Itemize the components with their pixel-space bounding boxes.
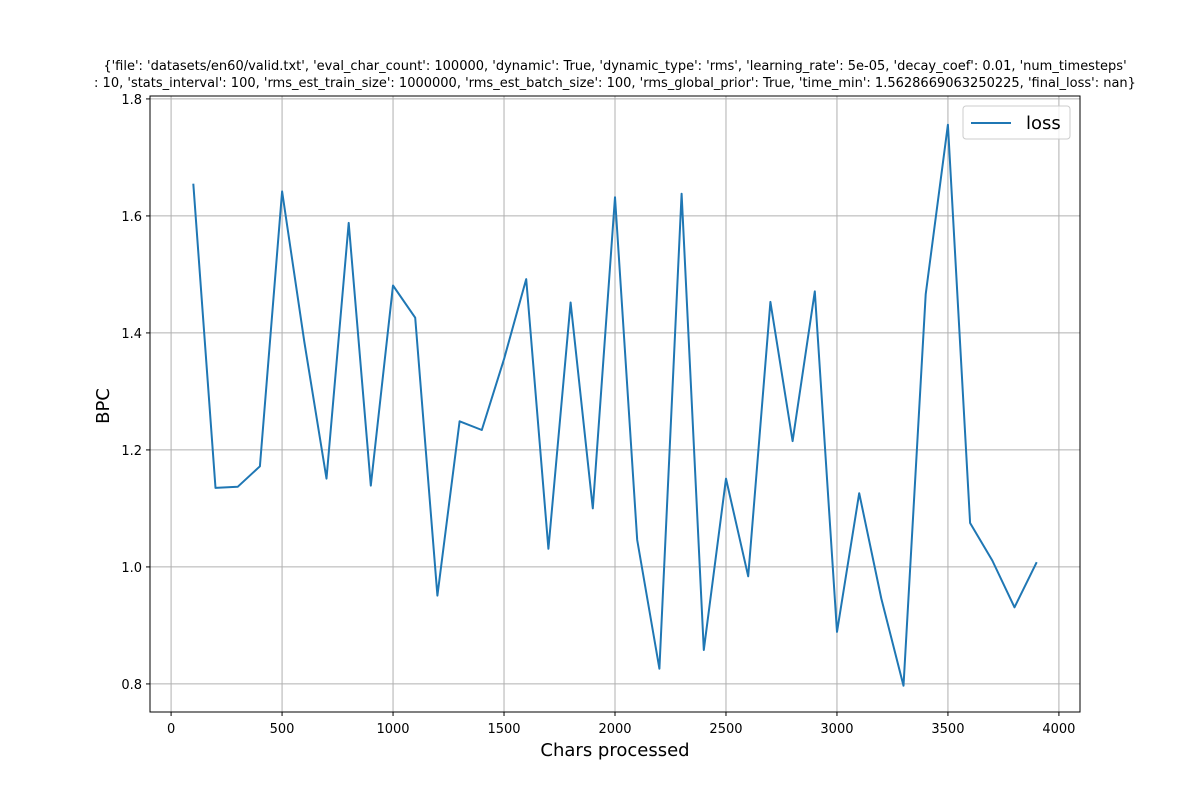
data-point [945, 122, 950, 127]
y-tick-label: 0.8 [121, 678, 142, 693]
legend: loss [962, 105, 1071, 140]
legend-label: loss [1026, 113, 1061, 134]
data-point [968, 521, 973, 526]
series-line-loss [192, 123, 1038, 687]
x-tick-label: 4000 [1042, 722, 1075, 737]
data-point [435, 593, 440, 598]
data-point [590, 506, 595, 511]
data-point [324, 476, 329, 481]
x-axis-label: Chars processed [540, 740, 689, 761]
legend-box [962, 105, 1071, 140]
chart-title-line-1: {'file': 'datasets/en60/valid.txt', 'eva… [103, 59, 1126, 74]
x-tick-label: 2500 [709, 722, 742, 737]
x-tick-label: 3500 [931, 722, 964, 737]
data-point [613, 195, 618, 200]
data-point [857, 491, 862, 496]
x-tick-label: 1500 [487, 722, 520, 737]
y-tick-label: 1.8 [121, 93, 142, 108]
data-point [790, 439, 795, 444]
data-point [368, 483, 373, 488]
data-point [546, 546, 551, 551]
data-point [723, 476, 728, 481]
data-point [391, 283, 396, 288]
data-point [701, 647, 706, 652]
data-point [568, 300, 573, 305]
grid-lines [150, 96, 1080, 712]
x-tick-label: 2000 [598, 722, 631, 737]
data-point [413, 315, 418, 320]
y-tick-label: 1.4 [121, 327, 142, 342]
data-point [679, 191, 684, 196]
data-point [768, 299, 773, 304]
data-point [302, 339, 307, 344]
y-tick-label: 1.6 [121, 210, 142, 225]
series-layer [191, 122, 1039, 688]
data-point [235, 484, 240, 489]
data-point [990, 558, 995, 563]
data-point [191, 181, 196, 186]
data-point [657, 666, 662, 671]
data-point [635, 538, 640, 543]
data-point [524, 277, 529, 282]
data-point [1034, 560, 1039, 565]
data-point [879, 596, 884, 601]
data-point [746, 574, 751, 579]
data-point [901, 683, 906, 688]
chart-title-line-2: : 10, 'stats_interval': 100, 'rms_est_tr… [94, 76, 1136, 91]
y-tick-label: 1.2 [121, 444, 142, 459]
data-point [812, 289, 817, 294]
data-point [834, 629, 839, 634]
data-point [923, 292, 928, 297]
x-tick-label: 1000 [376, 722, 409, 737]
data-point [479, 428, 484, 433]
x-tick-label: 3000 [820, 722, 853, 737]
axis-ticks: 0 500 1000 1500 2000 2500 3000 3500 4000 0.8 1.0 1.… [121, 93, 1075, 737]
data-point [257, 464, 262, 469]
data-point [280, 189, 285, 194]
x-tick-label: 500 [270, 722, 295, 737]
data-point [502, 357, 507, 362]
data-point [1012, 605, 1017, 610]
y-axis-label: BPC [93, 388, 114, 424]
data-point [213, 485, 218, 490]
data-point [346, 220, 351, 225]
x-tick-label: 0 [167, 722, 175, 737]
y-tick-label: 1.0 [121, 561, 142, 576]
data-point [457, 419, 462, 424]
